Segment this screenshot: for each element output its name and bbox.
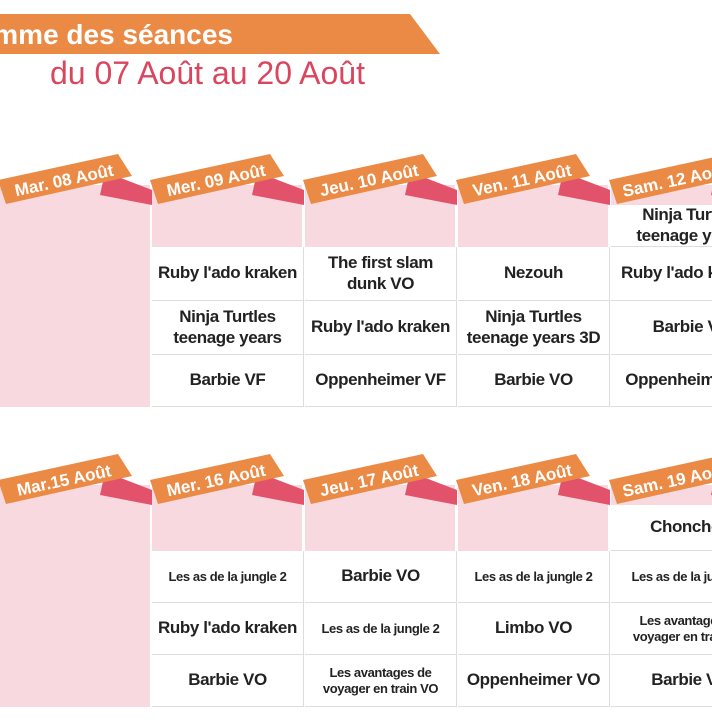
tab-fold [405, 172, 457, 205]
title: Programme des séances [0, 19, 233, 50]
tab-fold [405, 472, 457, 505]
film-cell: Les as de la jungle 2 [458, 551, 610, 603]
day-body [0, 485, 150, 707]
film-cell: Barbie VO [152, 655, 304, 707]
tab [150, 154, 284, 204]
tab-fold [558, 172, 610, 205]
film-cell: Barbie VO [458, 355, 610, 407]
film-cell: Nezouh [458, 247, 610, 301]
tab [0, 454, 132, 504]
subtitle: du 07 Août au 20 Août [50, 55, 365, 91]
film-cell: Barbie VO [611, 655, 712, 707]
day-body [0, 185, 150, 407]
tab [456, 154, 590, 204]
tab [303, 154, 437, 204]
film-cell: Barbie VO [305, 551, 457, 603]
tab [150, 454, 284, 504]
tab [456, 454, 590, 504]
film-cell: Chonchon [611, 505, 712, 551]
film-cell: Les as de la jungle 2 [611, 551, 712, 603]
film-cell: Les avantages de voyager en train VO [611, 603, 712, 655]
tab [303, 454, 437, 504]
tab-fold [252, 172, 304, 205]
film-cell: Les avantages de voyager en train VO [305, 655, 457, 707]
film-cell: The first slam dunk VO [305, 247, 457, 301]
film-cell: Ninja Turtles teenage years [152, 301, 304, 355]
film-cell: Ruby l'ado kraken [611, 247, 712, 301]
tab-fold [100, 472, 152, 505]
film-cell: Oppenheimer VF [305, 355, 457, 407]
film-cell: Barbie VF [611, 301, 712, 355]
tab [609, 457, 712, 504]
tab-fold [100, 172, 152, 205]
film-cell: Ruby l'ado kraken [152, 247, 304, 301]
tab-fold [558, 472, 610, 505]
film-cell: Ruby l'ado kraken [305, 301, 457, 355]
film-cell: Ninja Turtles teenage years 3D [458, 301, 610, 355]
tab [609, 157, 712, 204]
tab [0, 154, 132, 204]
film-cell: Les as de la jungle 2 [305, 603, 457, 655]
header-band [0, 14, 440, 54]
film-cell: Les as de la jungle 2 [152, 551, 304, 603]
film-cell: Barbie VF [152, 355, 304, 407]
film-cell: Ninja Turtles teenage years [611, 205, 712, 247]
film-cell: Oppenheimer VF [611, 355, 712, 407]
tab-fold [252, 472, 304, 505]
film-cell: Ruby l'ado kraken [152, 603, 304, 655]
film-cell: Limbo VO [458, 603, 610, 655]
film-cell: Oppenheimer VO [458, 655, 610, 707]
